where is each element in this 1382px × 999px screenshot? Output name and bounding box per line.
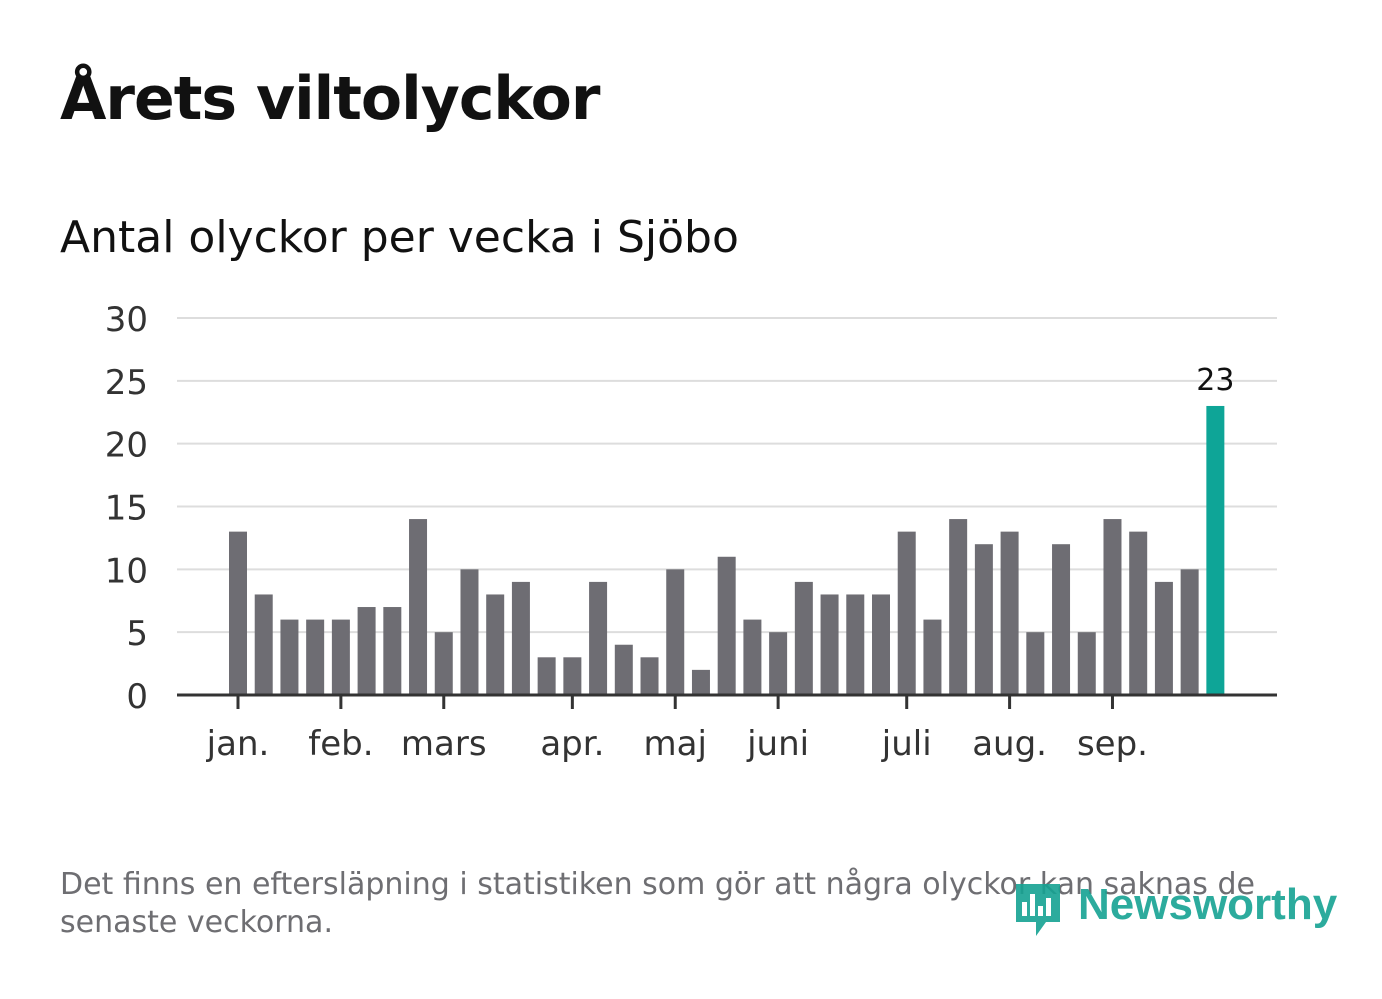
chart-title: Årets viltolyckor xyxy=(60,64,600,134)
bars xyxy=(229,405,1225,695)
bar xyxy=(383,607,402,695)
bar xyxy=(486,594,505,695)
x-tick-label: feb. xyxy=(308,724,373,764)
bar xyxy=(306,619,325,695)
bar xyxy=(743,619,762,695)
bar xyxy=(254,594,273,695)
bar xyxy=(357,607,376,695)
y-tick-label: 25 xyxy=(105,363,148,403)
bar xyxy=(1154,581,1173,695)
y-axis-tick-labels: 0 5 10 15 20 25 30 xyxy=(105,300,148,717)
y-tick-label: 10 xyxy=(105,551,148,591)
bar xyxy=(1052,544,1071,695)
x-tick-label: apr. xyxy=(540,724,604,764)
y-tick-label: 0 xyxy=(126,677,148,717)
y-tick-label: 5 xyxy=(126,614,148,654)
bar xyxy=(614,644,633,695)
y-tick-label: 30 xyxy=(105,300,148,340)
bar xyxy=(1180,569,1199,695)
y-tick-label: 15 xyxy=(105,489,148,529)
x-tick-label: mars xyxy=(401,724,487,764)
x-tick-label: aug. xyxy=(972,724,1047,764)
x-axis: jan. feb. mars apr. maj juni juli aug. sep. xyxy=(177,693,1277,764)
bar xyxy=(331,619,350,695)
bar xyxy=(640,657,659,695)
bar xyxy=(229,531,247,695)
bar xyxy=(897,531,916,695)
data-labels: 23 xyxy=(1196,363,1234,398)
x-tick-label: jan. xyxy=(206,724,270,764)
bar xyxy=(691,669,710,695)
x-tick-label: juni xyxy=(746,724,809,764)
bar-highlight xyxy=(1206,405,1225,695)
bar xyxy=(1129,531,1148,695)
chart-subtitle: Antal olyckor per vecka i Sjöbo xyxy=(60,212,739,263)
bar xyxy=(1103,519,1122,695)
x-tick-label: maj xyxy=(644,724,707,764)
bar xyxy=(794,581,813,695)
bar xyxy=(820,594,839,695)
bar xyxy=(589,581,608,695)
bar-chart-badge-icon xyxy=(1016,884,1060,936)
bar xyxy=(537,657,556,695)
bar xyxy=(1000,531,1019,695)
bar xyxy=(872,594,890,695)
bar xyxy=(460,569,479,695)
bar xyxy=(846,594,865,695)
logo-text: Newsworthy xyxy=(1078,880,1338,929)
bar xyxy=(1077,632,1096,695)
x-tick-label: sep. xyxy=(1077,724,1148,764)
newsworthy-logo: Newsworthy xyxy=(1012,876,1337,946)
bar xyxy=(974,544,993,695)
bar xyxy=(434,632,453,695)
bar xyxy=(717,556,736,695)
bar xyxy=(511,581,530,695)
bar xyxy=(949,519,968,695)
y-tick-label: 20 xyxy=(105,426,148,466)
x-tick-label: juli xyxy=(881,724,932,764)
data-label: 23 xyxy=(1196,363,1234,398)
bar xyxy=(409,519,428,695)
bar xyxy=(769,632,788,695)
bar xyxy=(280,619,299,695)
bar xyxy=(563,657,582,695)
bar xyxy=(923,619,942,695)
bar-chart: 0 5 10 15 20 25 30 jan. feb. mars apr. maj juni juli… xyxy=(105,300,1277,764)
bar xyxy=(666,569,685,695)
bar xyxy=(1026,632,1045,695)
